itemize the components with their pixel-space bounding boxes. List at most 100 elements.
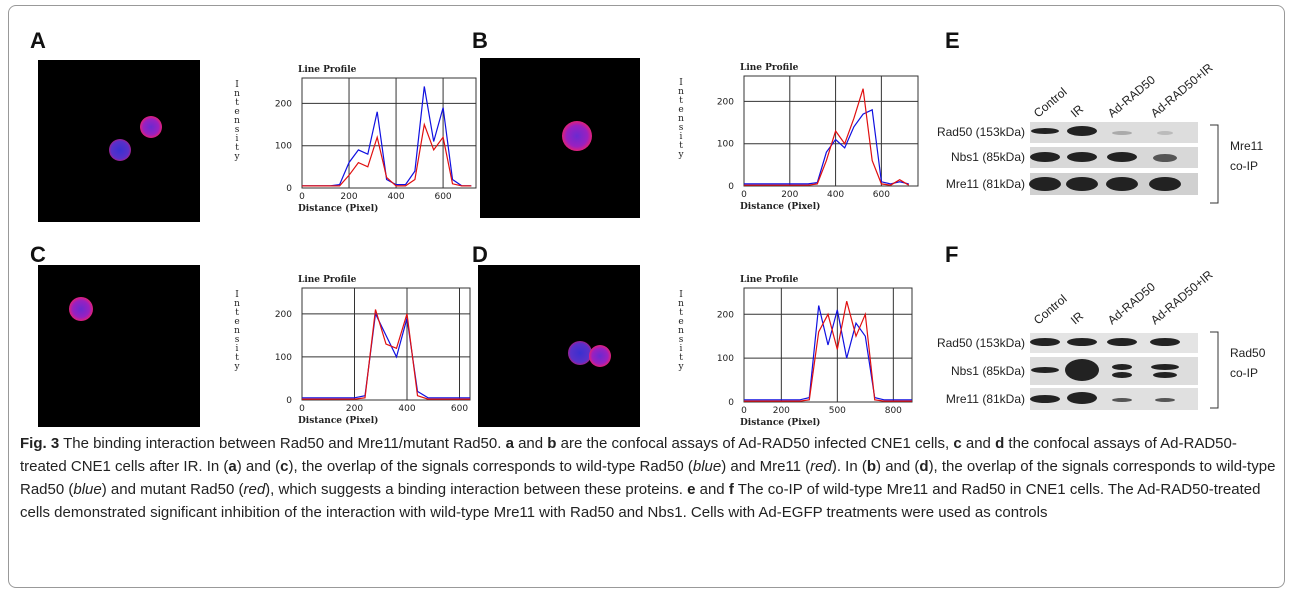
row-label: Mre11 (81kDa) <box>946 177 1025 191</box>
lane-label: IR <box>1068 102 1086 121</box>
y-tick-label: 200 <box>275 99 292 109</box>
caption-text: Fig. 3 <box>20 435 60 452</box>
caption-text: a <box>505 435 514 452</box>
group-label: co-IP <box>1230 159 1258 173</box>
x-tick-label: 200 <box>781 190 798 200</box>
caption-text: and <box>961 435 996 452</box>
bracket <box>1210 124 1219 204</box>
x-tick-label: 0 <box>741 406 747 416</box>
profile-line <box>744 305 912 401</box>
profile-line <box>744 301 912 402</box>
x-tick-label: 200 <box>346 404 363 414</box>
row-label: Nbs1 (85kDa) <box>951 150 1025 164</box>
panel-label: F <box>945 242 958 267</box>
row-label: Nbs1 (85kDa) <box>951 364 1025 378</box>
x-axis-label: Distance (Pixel) <box>298 415 378 426</box>
caption-text: ), the overlap of the signals correspond… <box>20 458 1276 498</box>
profile-line <box>302 122 472 187</box>
y-tick-label: 0 <box>728 398 734 408</box>
caption-text: The binding interaction between Rad50 an… <box>59 435 506 452</box>
figure: A B C D E F Line Profile 0 100 200 0 200 400 600 Dista… <box>30 28 1266 428</box>
y-tick-label: 100 <box>275 353 292 363</box>
caption-text: and <box>695 481 729 498</box>
y-tick-label: 200 <box>717 97 734 107</box>
caption-text: c <box>953 435 962 452</box>
x-tick-label: 800 <box>885 406 902 416</box>
caption-text: blue <box>73 481 102 498</box>
micrograph <box>38 265 200 427</box>
row-label: Rad50 (153kDa) <box>937 336 1025 350</box>
caption-text: e <box>687 481 696 498</box>
chart-title: Line Profile <box>740 275 799 285</box>
y-axis-label: Intensity <box>232 290 242 371</box>
y-tick-label: 0 <box>286 396 292 406</box>
caption-text: b <box>547 435 557 452</box>
x-axis-label: Distance (Pixel) <box>740 417 820 428</box>
lane-label: Control <box>1031 292 1070 328</box>
y-tick-label: 200 <box>717 310 734 320</box>
x-tick-label: 200 <box>340 192 357 202</box>
caption-text: f <box>728 481 734 498</box>
group-label: Rad50 <box>1230 346 1266 360</box>
chart-title: Line Profile <box>298 65 357 75</box>
caption-text: a <box>228 458 237 475</box>
caption-text: are the confocal assays of Ad-RAD50 infe… <box>556 435 954 452</box>
caption-text: ). In ( <box>831 458 867 475</box>
x-axis-label: Distance (Pixel) <box>298 203 378 214</box>
western-blot <box>1029 122 1198 195</box>
y-tick-label: 100 <box>717 354 734 364</box>
caption-text: ) and Mre11 ( <box>721 458 811 475</box>
y-tick-label: 100 <box>717 140 734 150</box>
caption-text: ), which suggests a binding interaction … <box>265 481 688 498</box>
micrograph <box>478 265 640 427</box>
x-axis-label: Distance (Pixel) <box>740 201 820 212</box>
caption-text: b <box>866 458 877 475</box>
x-tick-label: 600 <box>434 192 451 202</box>
caption-text: d <box>919 458 929 475</box>
x-tick-label: 400 <box>827 190 844 200</box>
profile-line <box>302 86 472 187</box>
group-label: Mre11 <box>1230 139 1263 153</box>
profile-line <box>302 311 470 399</box>
caption-text: blue <box>692 458 722 475</box>
caption-text: red <box>810 458 832 475</box>
plot-frame <box>301 77 477 189</box>
caption-text: The co-IP of wild-type Mre11 and Rad50 i… <box>20 481 1261 521</box>
figure-frame <box>8 5 1285 588</box>
y-tick-label: 0 <box>286 184 292 194</box>
panel-label: E <box>945 28 960 53</box>
row-label: Mre11 (81kDa) <box>946 392 1025 406</box>
chart-title: Line Profile <box>740 63 799 73</box>
caption-text: the confocal assays of Ad-RAD50-treated … <box>20 435 1237 475</box>
x-tick-label: 0 <box>741 190 747 200</box>
x-tick-label: 200 <box>773 406 790 416</box>
y-axis-label: Intensity <box>676 78 686 159</box>
caption-text: c <box>280 458 289 475</box>
caption-text: and <box>513 435 548 452</box>
lane-label: IR <box>1068 309 1086 328</box>
panel-label: D <box>472 242 488 267</box>
y-tick-label: 100 <box>275 142 292 152</box>
caption-text: red <box>243 481 266 498</box>
caption: Fig. 3 The binding interaction between R… <box>20 432 1278 524</box>
panel-label: C <box>30 242 46 267</box>
plot-frame <box>743 75 919 187</box>
profile-line <box>744 88 910 186</box>
caption-text: ) and ( <box>876 458 920 475</box>
caption-text: ) and mutant Rad50 ( <box>101 481 244 498</box>
group-label: co-IP <box>1230 366 1258 380</box>
chart-title: Line Profile <box>298 275 357 285</box>
x-tick-label: 600 <box>451 404 468 414</box>
profile-line <box>302 309 470 400</box>
y-tick-label: 200 <box>275 310 292 320</box>
row-label: Rad50 (153kDa) <box>937 125 1025 139</box>
caption-text: ), the overlap of the signals correspond… <box>288 458 693 475</box>
lane-label: Ad-RAD50+IR <box>1148 267 1216 327</box>
plot-frame <box>301 287 471 401</box>
caption-text: d <box>995 435 1005 452</box>
x-tick-label: 500 <box>829 406 846 416</box>
x-tick-label: 0 <box>299 404 305 414</box>
y-tick-label: 0 <box>728 182 734 192</box>
x-tick-label: 400 <box>387 192 404 202</box>
